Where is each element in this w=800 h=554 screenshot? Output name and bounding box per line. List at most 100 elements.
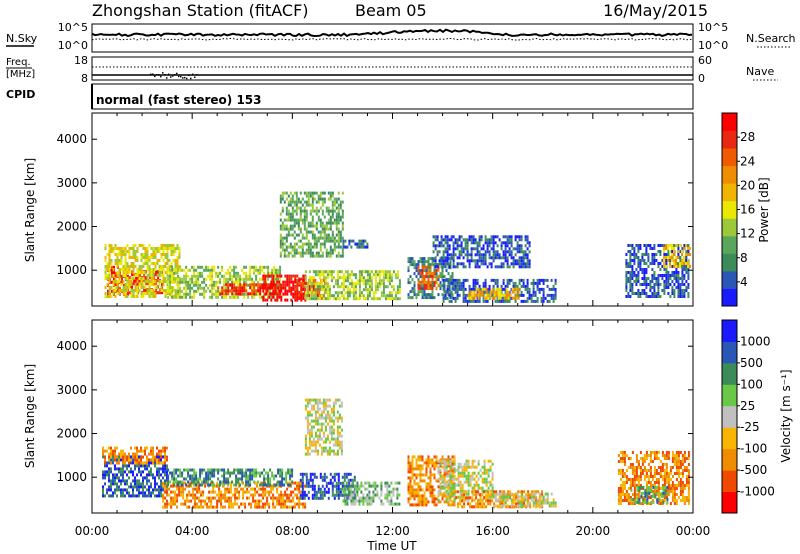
heatmap-cell	[273, 474, 276, 478]
heatmap-cell	[124, 295, 127, 298]
heatmap-cell	[362, 245, 365, 249]
heatmap-cell	[441, 275, 444, 279]
heatmap-cell	[197, 283, 200, 287]
heatmap-cell	[653, 277, 656, 280]
heatmap-cell	[318, 294, 321, 298]
heatmap-cell	[488, 241, 491, 245]
heatmap-cell	[315, 493, 318, 497]
heatmap-cell	[158, 247, 161, 250]
heatmap-cell	[271, 277, 274, 281]
heatmap-cell	[218, 487, 221, 491]
heatmap-cell	[419, 290, 422, 294]
heatmap-cell	[296, 487, 299, 491]
heatmap-cell	[110, 449, 112, 453]
heatmap-cell	[312, 276, 315, 280]
heatmap-cell	[331, 203, 334, 207]
heatmap-cell	[538, 278, 541, 282]
heatmap-cell	[114, 449, 116, 453]
heatmap-cell	[206, 496, 209, 500]
heatmap-cell	[320, 425, 323, 429]
heatmap-cell	[321, 191, 324, 195]
heatmap-cell	[166, 458, 168, 462]
heatmap-cell	[146, 464, 148, 468]
heatmap-cell	[460, 235, 463, 239]
heatmap-cell	[329, 236, 332, 240]
heatmap-cell	[173, 295, 176, 299]
heatmap-cell	[237, 289, 240, 293]
heatmap-cell	[497, 290, 500, 294]
heatmap-cell	[437, 263, 440, 267]
heatmap-cell	[306, 291, 309, 295]
heatmap-cell	[327, 212, 330, 216]
heatmap-cell	[111, 271, 113, 275]
heatmap-cell	[526, 290, 529, 294]
heatmap-cell	[146, 289, 149, 292]
heatmap-cell	[506, 235, 509, 239]
heatmap-cell	[219, 292, 222, 296]
heatmap-cell	[280, 295, 283, 299]
heatmap-cell	[154, 464, 156, 468]
heatmap-cell	[470, 287, 473, 291]
heatmap-cell	[444, 238, 447, 242]
heatmap-cell	[334, 398, 337, 402]
nsky-trace	[91, 28, 693, 38]
heatmap-cell	[299, 191, 302, 195]
heatmap-cell	[259, 268, 262, 272]
heatmap-cell	[653, 259, 656, 262]
heatmap-cell	[146, 494, 148, 498]
heatmap-cell	[114, 262, 117, 265]
heatmap-cell	[171, 295, 174, 299]
heatmap-cell	[313, 475, 316, 479]
heatmap-cell	[332, 443, 335, 447]
heatmap-cell	[174, 247, 177, 250]
heatmap-cell	[649, 289, 652, 292]
heatmap-cell	[335, 493, 338, 497]
heatmap-cell	[329, 197, 332, 201]
heatmap-cell	[116, 482, 118, 486]
heatmap-cell	[164, 262, 167, 265]
heatmap-cell	[136, 274, 139, 277]
heatmap-cell	[522, 262, 525, 266]
heatmap-cell	[250, 487, 253, 491]
heatmap-cell	[148, 256, 151, 259]
heatmap-cell	[221, 474, 224, 478]
heatmap-cell	[460, 284, 463, 288]
heatmap-cell	[118, 268, 121, 271]
heatmap-cell	[102, 485, 104, 489]
heatmap-cell	[354, 282, 357, 286]
heatmap-cell	[464, 238, 467, 242]
colorbar-tick-label: 28	[740, 130, 755, 144]
heatmap-cell	[450, 299, 453, 303]
heatmap-cell	[136, 286, 139, 289]
heatmap-cell	[308, 452, 311, 456]
heatmap-cell	[150, 289, 153, 292]
heatmap-cell	[350, 282, 353, 286]
heatmap-cell	[114, 277, 117, 280]
heatmap-cell	[134, 455, 136, 459]
heatmap-cell	[226, 490, 229, 494]
heatmap-cell	[102, 452, 104, 456]
heatmap-cell	[142, 479, 144, 483]
heatmap-cell	[532, 278, 535, 282]
heatmap-cell	[208, 505, 211, 509]
heatmap-cell	[195, 283, 198, 287]
heatmap-cell	[271, 271, 274, 275]
heatmap-cell	[364, 288, 367, 292]
heatmap-cell	[144, 262, 147, 265]
heatmap-cell	[370, 288, 373, 292]
heatmap-cell	[540, 299, 543, 303]
heatmap-cell	[136, 452, 138, 456]
heatmap-cell	[460, 247, 463, 251]
heatmap-cell	[286, 274, 289, 278]
heatmap-cell	[366, 291, 369, 295]
heatmap-cell	[671, 244, 673, 247]
heatmap-cell	[478, 241, 481, 245]
heatmap-cell	[156, 286, 159, 289]
heatmap-cell	[427, 271, 430, 275]
heatmap-cell	[174, 280, 177, 283]
heatmap-cell	[358, 245, 361, 249]
heatmap-cell	[133, 282, 136, 286]
heatmap-cell	[185, 274, 188, 278]
heatmap-cell	[108, 271, 111, 274]
heatmap-cell	[631, 244, 634, 247]
